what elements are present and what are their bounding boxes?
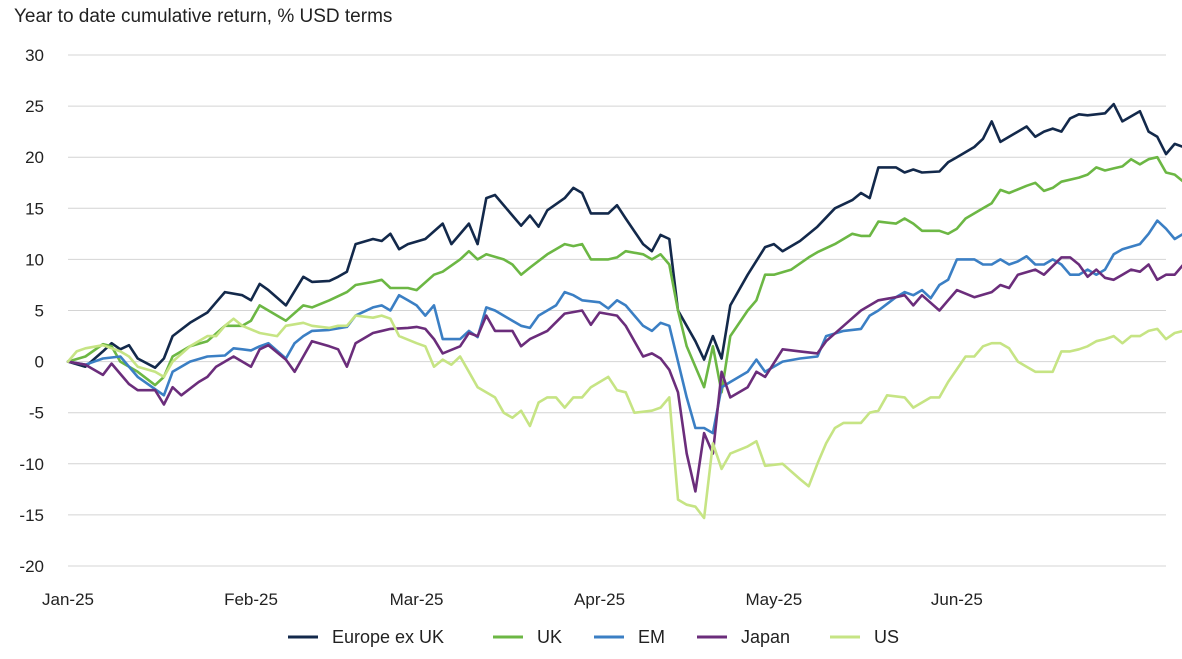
- y-tick-label: -20: [19, 557, 44, 576]
- x-tick-label: May-25: [746, 590, 803, 609]
- series-line-japan: [66, 256, 1182, 493]
- legend-label: EM: [638, 627, 665, 647]
- legend-label: UK: [537, 627, 562, 647]
- series-line-em: [66, 219, 1182, 435]
- y-tick-label: 30: [25, 46, 44, 65]
- x-tick-label: Feb-25: [224, 590, 278, 609]
- y-tick-label: -15: [19, 506, 44, 525]
- y-tick-label: -5: [29, 404, 44, 423]
- x-axis-ticks: Jan-25 Feb-25 Mar-25 Apr-25 May-25 Jun-25: [42, 590, 983, 609]
- series-line-europe-ex-uk: [66, 102, 1182, 369]
- legend-label: Japan: [741, 627, 790, 647]
- gridlines: [68, 54, 1166, 567]
- chart-title: Year to date cumulative return, % USD te…: [14, 6, 393, 27]
- x-tick-label: Apr-25: [574, 590, 625, 609]
- y-tick-label: 5: [35, 302, 44, 321]
- series-line-us: [66, 314, 1182, 520]
- legend-label: Europe ex UK: [332, 627, 444, 647]
- y-axis-ticks: 30 25 20 15 10 5 0 -5 -10 -15 -20: [19, 46, 44, 576]
- x-tick-label: Jun-25: [931, 590, 983, 609]
- y-tick-label: 10: [25, 250, 44, 269]
- series-line-uk: [66, 155, 1182, 394]
- y-tick-label: -10: [19, 455, 44, 474]
- legend-label: US: [874, 627, 899, 647]
- series-lines: [66, 102, 1182, 520]
- y-tick-label: 0: [35, 353, 44, 372]
- legend: Europe ex UK UK EM Japan US: [288, 627, 899, 647]
- x-tick-label: Mar-25: [390, 590, 444, 609]
- y-tick-label: 20: [25, 148, 44, 167]
- y-tick-label: 15: [25, 199, 44, 218]
- x-tick-label: Jan-25: [42, 590, 94, 609]
- y-tick-label: 25: [25, 97, 44, 116]
